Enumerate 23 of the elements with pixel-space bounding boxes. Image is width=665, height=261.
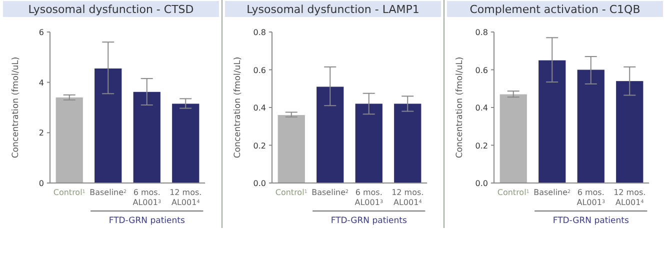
y-axis-title: Concentration (fmol/uL) (455, 56, 465, 158)
y-tick-label: 0 (38, 179, 44, 188)
y-tick-label: 0.8 (475, 28, 488, 37)
y-axis-title: Concentration (fmol/uL) (11, 56, 21, 158)
chart-title: Lysosomal dysfunction - CTSD (28, 3, 194, 16)
y-tick-label: 0.6 (253, 66, 266, 75)
y-tick-label: 0.4 (475, 104, 488, 112)
y-tick-label: 0.2 (253, 141, 266, 150)
y-tick-label: 4 (38, 78, 44, 88)
text: FTD-GRN patients (108, 216, 186, 226)
y-tick-label: 0.2 (475, 141, 488, 150)
text: FTD-GRN patients (330, 216, 408, 226)
y-tick-label: 0.6 (475, 66, 488, 75)
y-tick-label: 0.0 (475, 179, 488, 188)
y-tick-label: 0.8 (253, 28, 266, 37)
y-tick-label: 0.4 (253, 104, 266, 112)
y-tick-label: 0.0 (253, 179, 266, 188)
chart-title: Complement activation - C1QB (470, 3, 640, 16)
y-tick-label: 2 (38, 128, 44, 138)
y-tick-label: 6 (38, 28, 44, 37)
text: FTD-GRN patients (552, 216, 630, 226)
chart-title: Lysosomal dysfunction - LAMP1 (246, 3, 420, 16)
y-axis-title: Concentration (fmol/uL) (233, 56, 243, 158)
